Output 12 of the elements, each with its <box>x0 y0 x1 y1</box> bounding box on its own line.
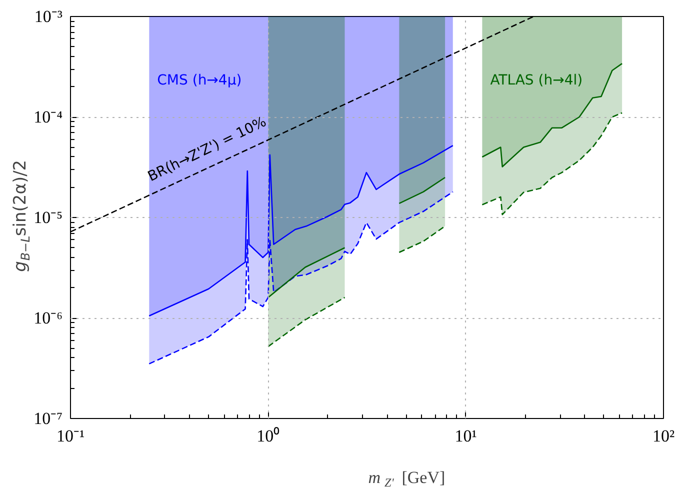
y-tick-label: 10⁻³ <box>34 7 63 26</box>
y-tick-label: 10⁻⁵ <box>34 208 63 227</box>
y-tick-label: 10⁻⁴ <box>34 108 63 126</box>
x-tick-label: 10⁻¹ <box>56 426 85 446</box>
y-tick-label: 10⁻⁶ <box>34 308 63 328</box>
text: CMS (h→4μ) <box>157 72 242 88</box>
series-label: ATLAS (h→4l) <box>490 72 583 88</box>
x-tick-label: 10² <box>652 426 675 446</box>
y-axis-title: gB−Lsin(2α)/2 <box>10 160 32 272</box>
y-tick-label: 10⁻⁷ <box>34 409 63 428</box>
x-tick-label: 10¹ <box>454 426 477 446</box>
x-tick-label: 10⁰ <box>256 426 280 446</box>
